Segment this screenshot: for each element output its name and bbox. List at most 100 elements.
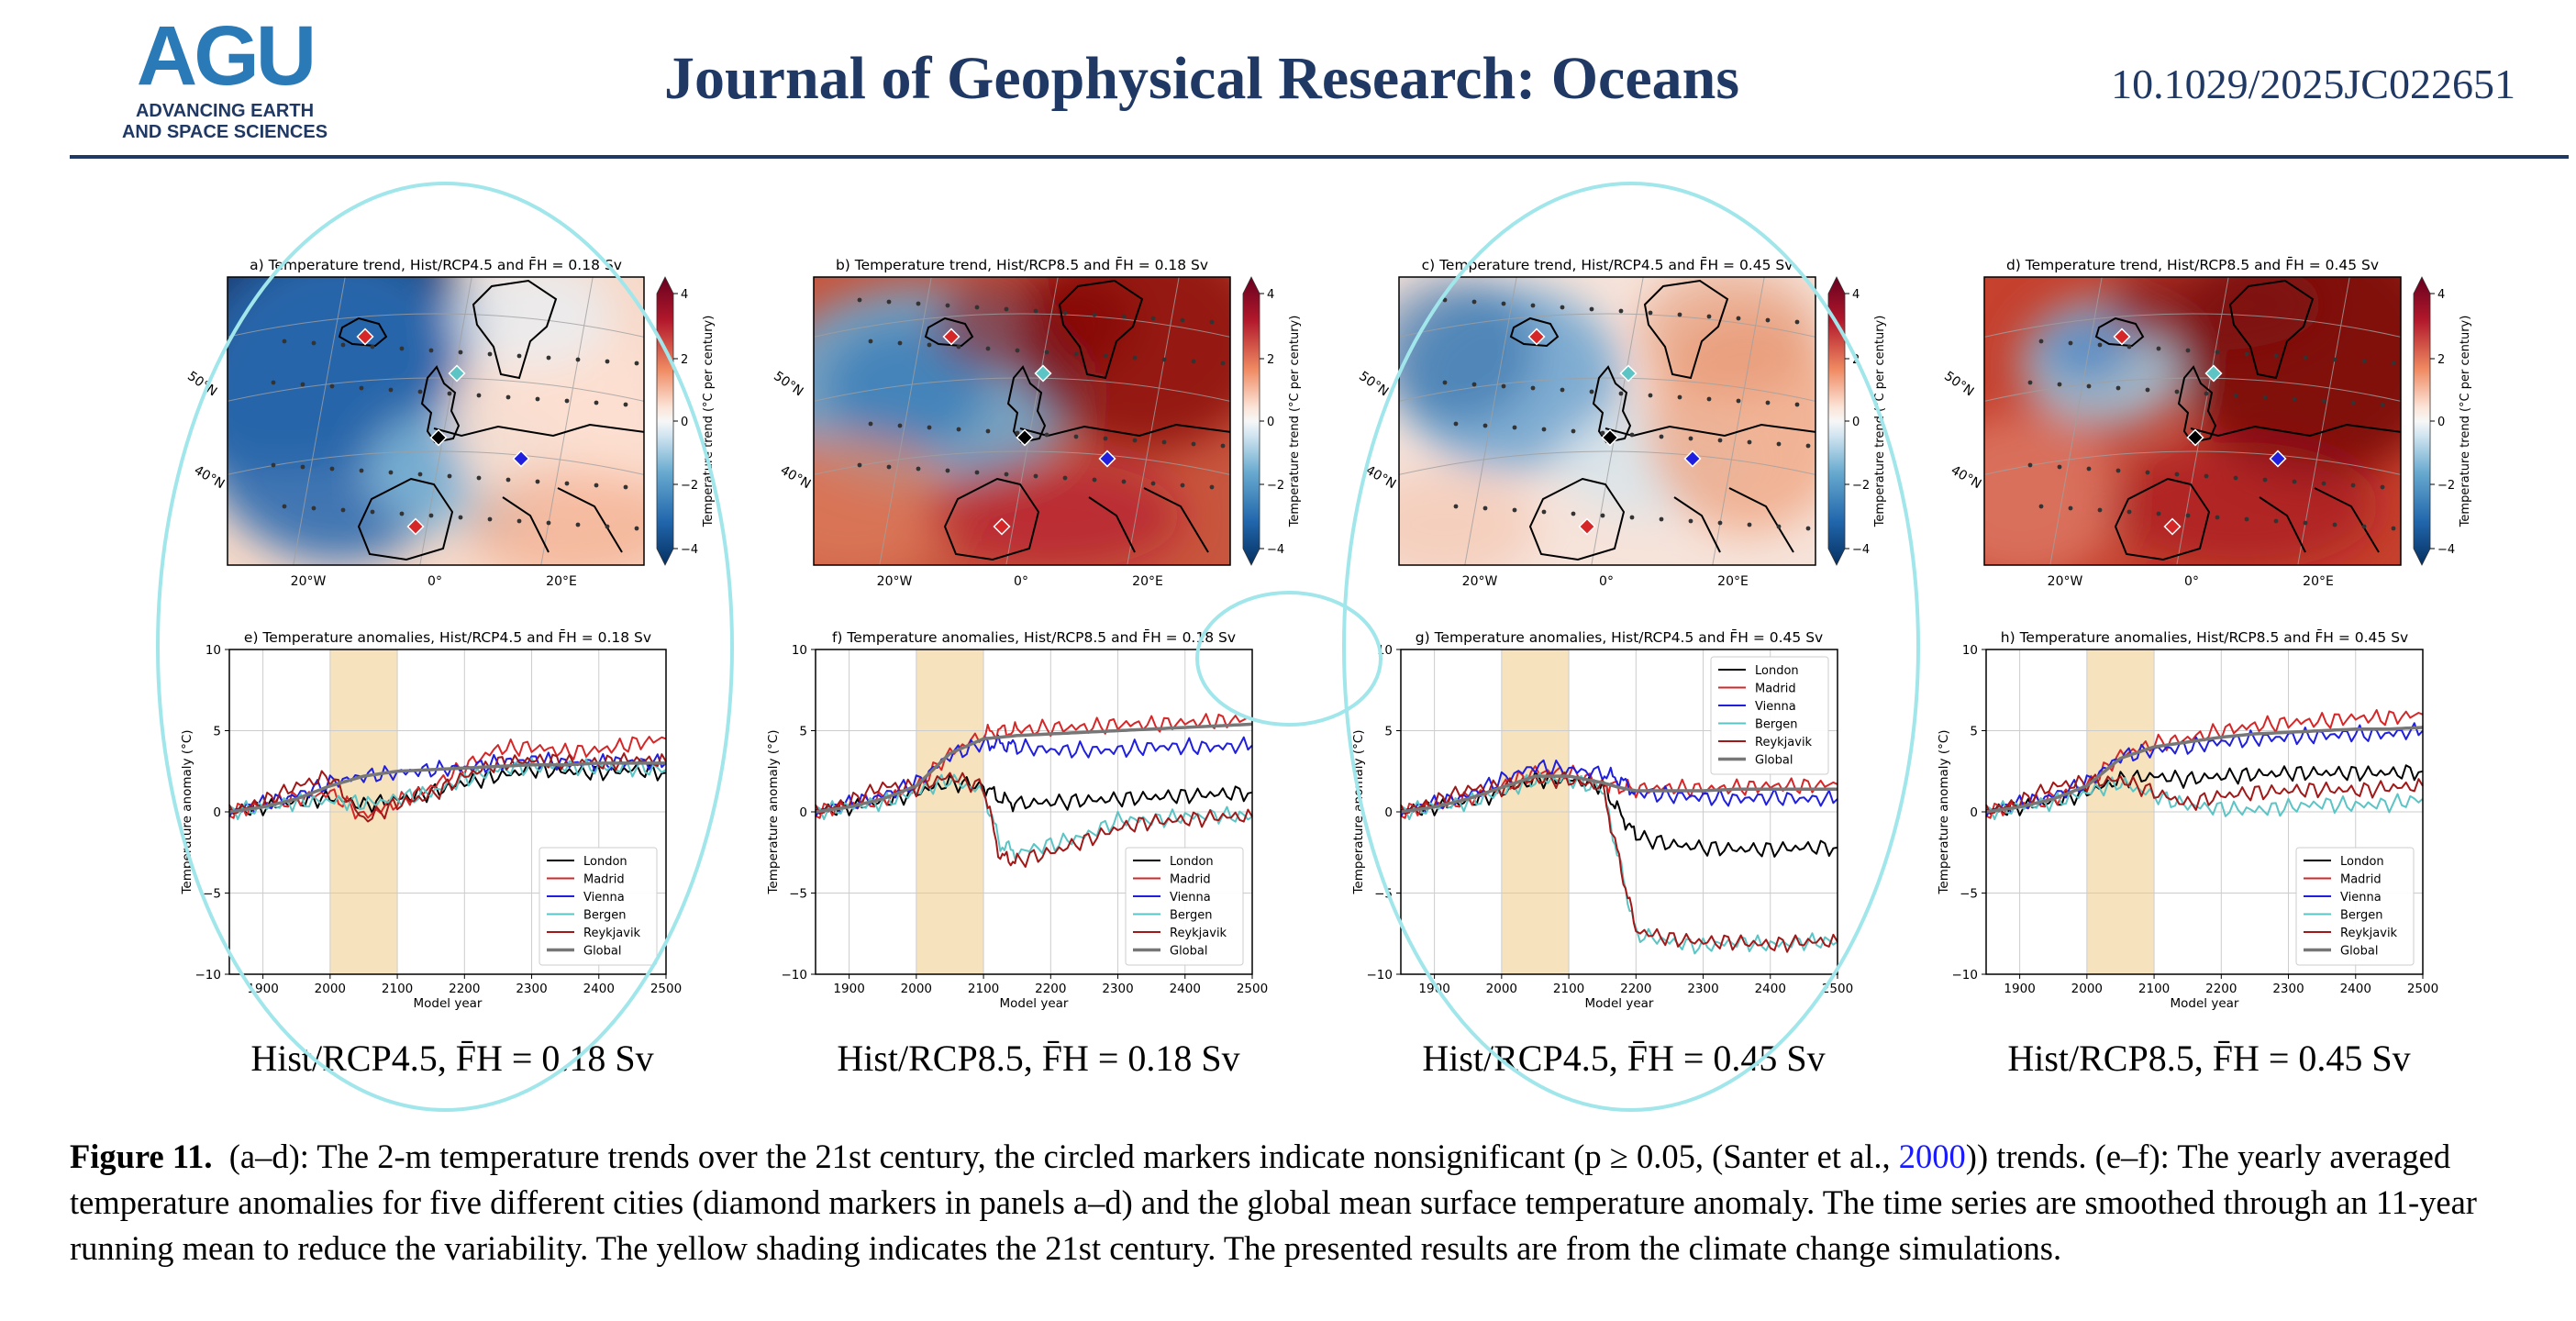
dot — [2380, 402, 2385, 407]
series-madrid — [1400, 764, 1838, 819]
dot — [311, 340, 316, 346]
dot — [1044, 350, 1049, 355]
x-tick-label: 2300 — [1102, 982, 1133, 996]
lon-tick: 20°W — [877, 574, 913, 589]
dot — [2115, 468, 2121, 473]
map-frame — [1983, 276, 2402, 566]
legend-label: Global — [1170, 945, 1207, 959]
dot — [623, 402, 628, 407]
series-lines — [1985, 709, 2424, 821]
x-tick-label: 2000 — [901, 982, 932, 996]
dot — [1805, 443, 1811, 449]
longitude-line — [1127, 277, 1180, 565]
dot — [428, 513, 434, 518]
dot — [634, 361, 639, 366]
dot — [2038, 504, 2044, 509]
chart-panel-h: h) Temperature anomalies, Hist/RCP8.5 an… — [1937, 628, 2438, 1011]
latitude-line — [1399, 377, 1815, 402]
dot — [575, 522, 581, 527]
x-tick-label: 2100 — [2138, 982, 2170, 996]
lat-tick: 50°N — [1356, 369, 1391, 399]
map-panels: a) Temperature trend, Hist/RCP4.5 and F̄… — [184, 256, 2472, 589]
dot — [340, 507, 346, 513]
dot — [1062, 310, 1068, 316]
dot — [886, 299, 892, 305]
series-reykjavik — [1985, 773, 2424, 815]
x-axis-label: Model year — [414, 996, 483, 1011]
dot — [1589, 306, 1594, 312]
legend-label: Vienna — [583, 891, 625, 905]
legend-box — [539, 847, 658, 966]
dot — [868, 421, 873, 427]
city-diamond — [1578, 517, 1596, 536]
dot — [2057, 464, 2062, 470]
legend-label: London — [1170, 855, 1214, 869]
y-tick-label: 10 — [1962, 643, 1978, 658]
city-diamond — [1034, 364, 1052, 383]
legend-label: London — [2340, 855, 2384, 869]
dot — [2145, 387, 2150, 393]
lon-tick: 0° — [1599, 574, 1614, 589]
y-tick-label: 0 — [799, 805, 807, 820]
x-tick-label: 2200 — [1620, 982, 1651, 996]
lon-tick: 20°E — [1717, 574, 1749, 589]
dot — [1571, 428, 1576, 434]
colorbar-label: Temperature trend (°C per century) — [702, 316, 716, 528]
legend-label: Madrid — [1755, 683, 1796, 696]
dot — [1600, 513, 1605, 518]
dot — [2361, 524, 2367, 529]
graticule — [228, 277, 644, 565]
series-lines — [1400, 759, 1838, 955]
legend-label: Reykjavik — [2340, 927, 2398, 940]
series-reykjavik — [1400, 771, 1838, 953]
dot — [1589, 389, 1594, 394]
latitude-line — [228, 377, 644, 402]
caption-citation-link[interactable]: 2000 — [1898, 1138, 1966, 1175]
x-tick-label: 2000 — [2071, 982, 2103, 996]
dot — [575, 357, 581, 362]
contour-blob — [466, 470, 644, 565]
longitude-line — [293, 277, 346, 565]
dot — [2126, 509, 2132, 515]
contour-blob — [1638, 277, 1815, 396]
colorbar-tick-label: −2 — [1267, 479, 1284, 493]
dot — [1706, 314, 1712, 319]
city-diamond — [1527, 327, 1546, 346]
coastlines — [2094, 279, 2401, 561]
x-tick-label: 2300 — [516, 982, 547, 996]
dot — [476, 393, 482, 398]
dot — [2321, 481, 2326, 486]
chart-panel-g: g) Temperature anomalies, Hist/RCP4.5 an… — [1351, 628, 1853, 1011]
x-axis-label: Model year — [2171, 996, 2239, 1011]
dot — [1618, 308, 1624, 314]
dot — [1220, 443, 1226, 449]
legend-box — [1710, 656, 1829, 775]
dot — [1629, 432, 1635, 438]
dot — [1677, 312, 1682, 317]
y-tick-label: −5 — [203, 887, 221, 902]
dot — [1180, 317, 1185, 323]
x-tick-label: 2500 — [1237, 982, 1268, 996]
colorbar-tick-label: 0 — [681, 416, 688, 429]
dot — [2292, 479, 2297, 484]
dot — [1501, 301, 1506, 306]
logo-subtitle-1: ADVANCING EARTH — [136, 101, 314, 121]
dot — [945, 468, 950, 473]
logo-subtitle-2: AND SPACE SCIENCES — [122, 122, 328, 142]
legend-label: Bergen — [1755, 718, 1798, 732]
dot — [974, 305, 980, 310]
dot — [1530, 303, 1536, 308]
dot — [1191, 441, 1196, 447]
dot — [388, 470, 394, 475]
lon-tick: 0° — [1014, 574, 1028, 589]
dot — [399, 346, 405, 351]
dot — [945, 303, 950, 308]
dot — [1747, 522, 1752, 527]
city-diamond — [406, 517, 425, 536]
dot — [2126, 344, 2132, 350]
dot — [1180, 483, 1185, 488]
legend-label: Madrid — [1170, 873, 1211, 887]
coast-britain — [1592, 365, 1632, 444]
legend-label: Global — [1755, 754, 1793, 768]
dot — [2068, 340, 2073, 346]
